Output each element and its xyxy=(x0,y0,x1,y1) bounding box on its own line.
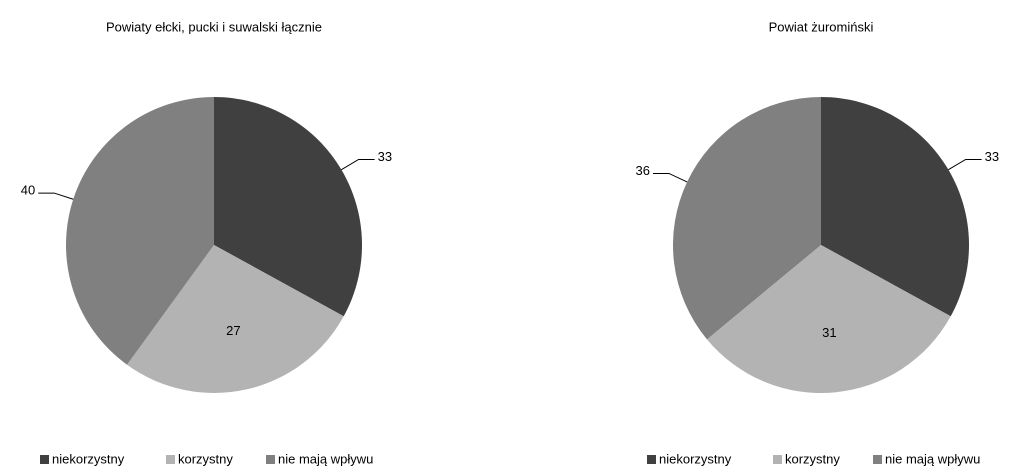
data-label: 40 xyxy=(21,183,35,198)
legend-swatch xyxy=(40,455,49,464)
legend-swatch xyxy=(773,455,782,464)
data-label: 31 xyxy=(822,325,836,340)
pie-slice xyxy=(127,245,344,394)
pie-slice xyxy=(214,97,362,317)
leader-line xyxy=(948,158,982,171)
chart-title: Powiaty ełcki, pucki i suwalski łącznie xyxy=(106,19,322,34)
data-label: 33 xyxy=(378,149,392,164)
legend-label: nie mają wpływu xyxy=(885,451,980,466)
legend-label: nie mają wpływu xyxy=(278,451,373,466)
pie-slice xyxy=(821,97,969,317)
leader-line xyxy=(341,158,375,171)
data-label: 36 xyxy=(636,163,650,178)
legend-swatch xyxy=(873,455,882,464)
pie-slice xyxy=(706,245,951,393)
chart-title: Powiat żuromiński xyxy=(769,19,874,34)
legend-label: korzystny xyxy=(785,451,840,466)
legend-label: korzystny xyxy=(178,451,233,466)
leader-line xyxy=(38,192,74,200)
data-label: 33 xyxy=(985,149,999,164)
legend-swatch xyxy=(266,455,275,464)
legend-swatch xyxy=(647,455,656,464)
legend-label: niekorzystny xyxy=(52,451,125,466)
pie-slice xyxy=(673,97,821,340)
data-label: 27 xyxy=(226,323,240,338)
leader-line xyxy=(652,172,688,183)
legend-swatch xyxy=(166,455,175,464)
pie-slice xyxy=(66,97,214,365)
legend-label: niekorzystny xyxy=(659,451,732,466)
